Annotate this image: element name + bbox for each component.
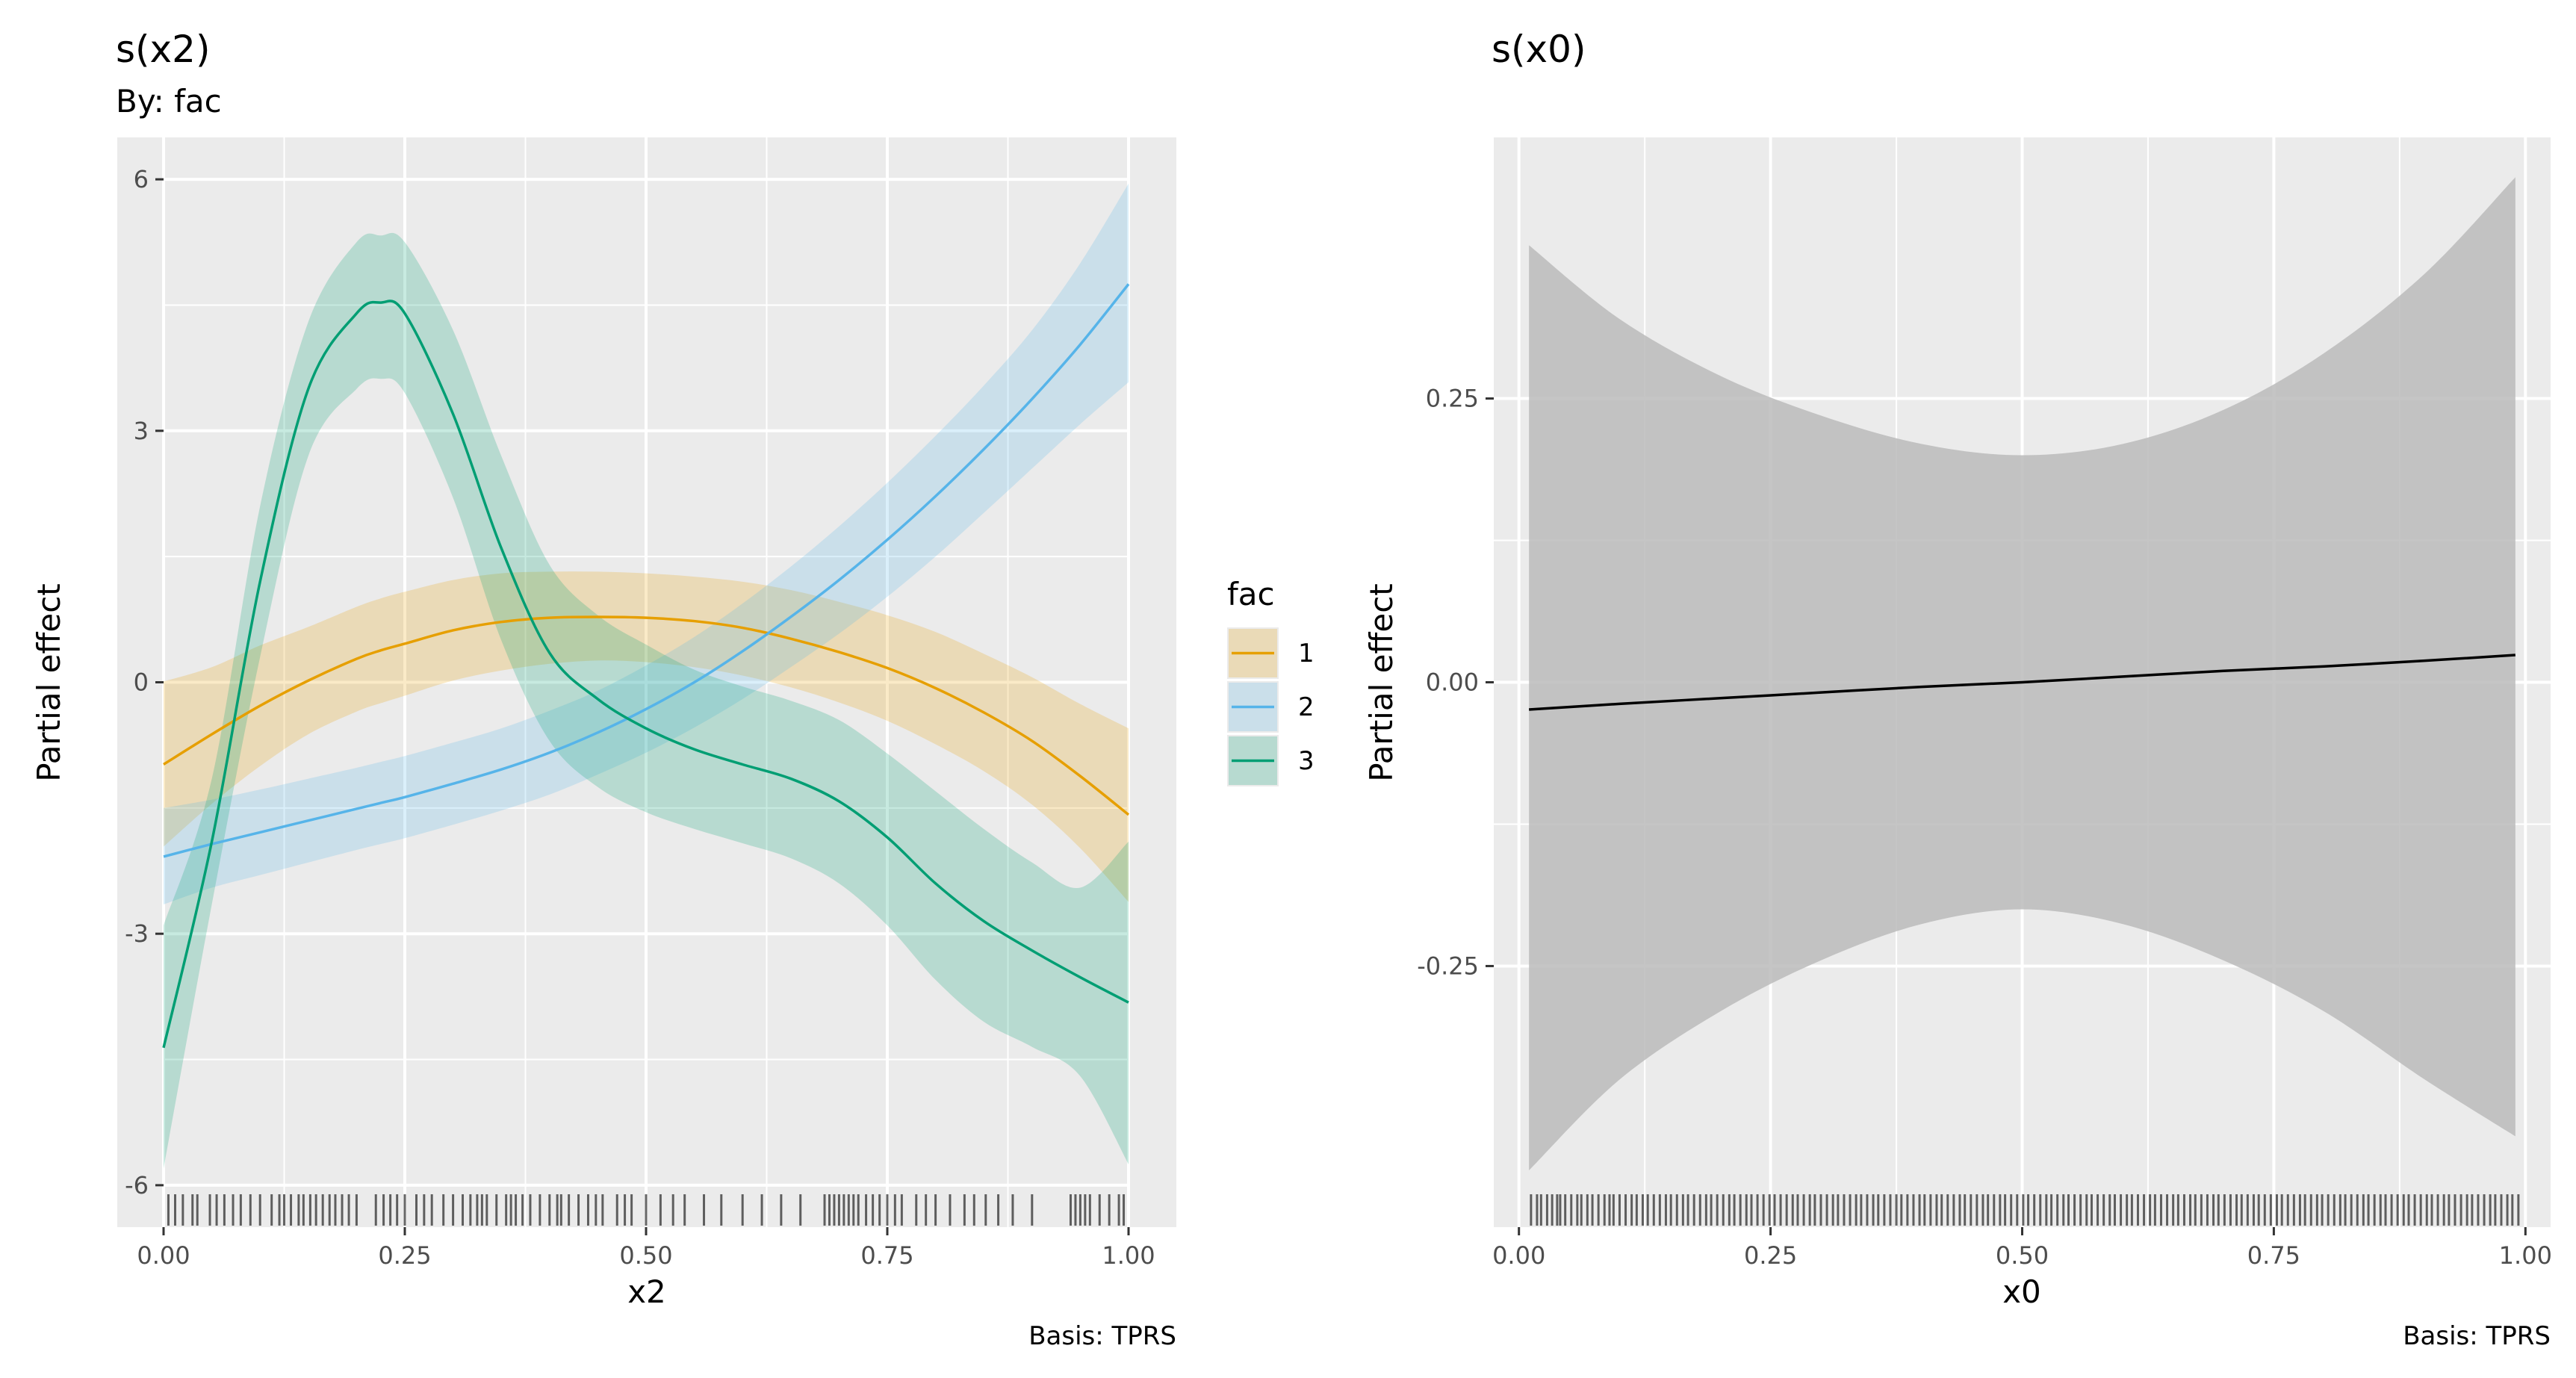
- panel2-x-tick-label-1: 0.25: [1744, 1241, 1797, 1270]
- panel2-line: [1529, 654, 2516, 711]
- panel2-rug: [1530, 1194, 2520, 1226]
- panel2-series-line: [1529, 654, 2516, 711]
- panel1-x-tick-label-3: 0.75: [860, 1241, 913, 1270]
- legend-keys: 1 2 3: [1227, 627, 1315, 786]
- panel1-y-tick-label-0: -6: [125, 1171, 149, 1199]
- panel1-x-tick-label-0: 0.00: [137, 1241, 190, 1270]
- panel1-y-tick-label-3: 3: [134, 417, 149, 445]
- panel1-series-lines: [162, 283, 1130, 1049]
- panel2-x-axis-title: x0: [2002, 1273, 2041, 1310]
- legend-label-3: 3: [1298, 746, 1315, 776]
- panel1-x-tick-label-1: 0.25: [378, 1241, 431, 1270]
- panel2-y-tick-label-1: 0.00: [1426, 668, 1479, 697]
- panel1-band-fac-3: [164, 232, 1129, 1169]
- panel2-confidence-band: [1529, 177, 2516, 1171]
- panel1-y-tick-label-2: 0: [134, 668, 149, 697]
- panel2-title: s(x0): [1492, 28, 1586, 71]
- panel1-x-axis-title: x2: [627, 1273, 666, 1310]
- legend-label-2: 2: [1298, 692, 1315, 722]
- panel1-y-axis-title: Partial effect: [31, 583, 67, 782]
- panel2-band: [1529, 177, 2516, 1171]
- panel1-x-tick-label-2: 0.50: [619, 1241, 672, 1270]
- panel1-x-tick-label-4: 1.00: [1102, 1241, 1155, 1270]
- legend-title: fac: [1227, 576, 1275, 612]
- legend-label-1: 1: [1298, 639, 1315, 668]
- panel2-x-tick-label-2: 0.50: [1996, 1241, 2049, 1270]
- panel2-y-ticks: -0.25 0.00 0.25: [1417, 385, 1494, 980]
- panel1-y-ticks: -6 -3 0 3 6: [125, 165, 164, 1199]
- panel2-x-tick-label-4: 1.00: [2499, 1241, 2552, 1270]
- panel1-caption: Basis: TPRS: [1028, 1321, 1176, 1351]
- panel1-rug: [167, 1194, 1126, 1226]
- panel2-y-axis-title: Partial effect: [1363, 583, 1400, 782]
- panel2-caption: Basis: TPRS: [2403, 1321, 2551, 1351]
- panel2-x-ticks: 0.00 0.25 0.50 0.75 1.00: [1492, 1227, 2552, 1270]
- panel2-x-tick-label-3: 0.75: [2247, 1241, 2300, 1270]
- panel1-y-tick-label-1: -3: [125, 919, 149, 948]
- panel2-x-tick-label-0: 0.00: [1492, 1241, 1545, 1270]
- panel2-y-tick-label-0: -0.25: [1417, 952, 1479, 980]
- panel-s-x0: s(x0) -0.25 0.00 0.25 0.00 0.25 0.50 0.75 1.00…: [1363, 28, 2552, 1351]
- panel1-x-ticks: 0.00 0.25 0.50 0.75 1.00: [137, 1227, 1155, 1270]
- panel1-subtitle: By: fac: [116, 83, 222, 120]
- panel1-y-tick-label-4: 6: [134, 165, 149, 193]
- panel1-band-fac-1: [164, 571, 1129, 902]
- panel-s-x2: s(x2) By: fac -6 -3 0 3 6 0.00 0.25 0.50 0.75 1.…: [31, 28, 1176, 1351]
- panel1-line-fac-1: [163, 615, 1130, 816]
- panel1-title: s(x2): [116, 28, 210, 71]
- legend: fac 1 2 3: [1227, 576, 1315, 786]
- panel2-y-tick-label-2: 0.25: [1426, 385, 1479, 413]
- panel1-line-fac-3: [162, 300, 1129, 1049]
- panel1-line-fac-2: [163, 283, 1130, 858]
